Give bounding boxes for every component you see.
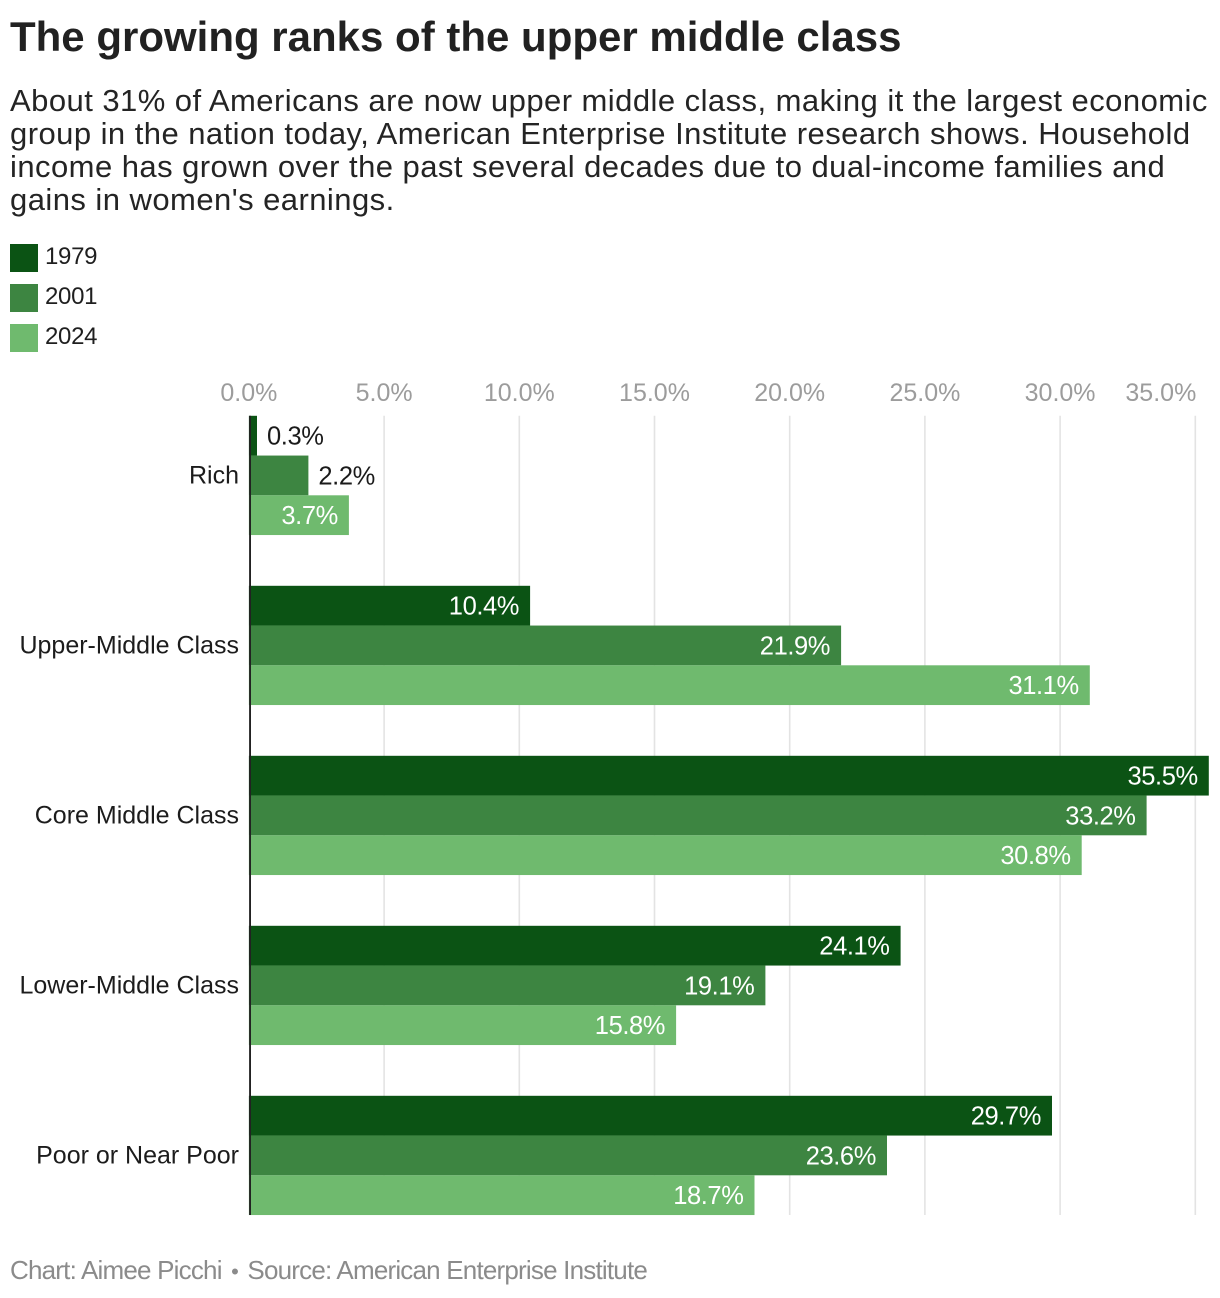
svg-text:24.1%: 24.1% [819, 933, 889, 961]
svg-text:Upper-Middle Class: Upper-Middle Class [19, 632, 239, 660]
svg-text:15.0%: 15.0% [619, 379, 690, 407]
svg-text:23.6%: 23.6% [806, 1142, 876, 1170]
svg-text:25.0%: 25.0% [889, 379, 960, 407]
svg-text:Core Middle Class: Core Middle Class [35, 802, 239, 830]
svg-text:3.7%: 3.7% [281, 502, 338, 530]
svg-text:19.1%: 19.1% [684, 972, 754, 1000]
svg-text:10.4%: 10.4% [449, 593, 519, 621]
svg-text:Rich: Rich [189, 462, 239, 490]
svg-text:15.8%: 15.8% [595, 1012, 665, 1040]
svg-text:Lower-Middle Class: Lower-Middle Class [19, 972, 239, 1000]
svg-text:2.2%: 2.2% [318, 462, 375, 490]
svg-text:10.0%: 10.0% [484, 379, 555, 407]
svg-text:21.9%: 21.9% [760, 632, 830, 660]
svg-text:0.0%: 0.0% [220, 379, 277, 407]
svg-text:35.5%: 35.5% [1127, 763, 1197, 791]
svg-text:33.2%: 33.2% [1065, 802, 1135, 830]
svg-text:0.3%: 0.3% [267, 423, 324, 451]
svg-text:31.1%: 31.1% [1008, 672, 1078, 700]
svg-text:Poor or Near Poor: Poor or Near Poor [36, 1142, 239, 1170]
svg-text:20.0%: 20.0% [754, 379, 825, 407]
svg-text:35.0%: 35.0% [1125, 379, 1196, 407]
svg-text:30.0%: 30.0% [1025, 379, 1096, 407]
svg-text:29.7%: 29.7% [971, 1103, 1041, 1131]
svg-text:18.7%: 18.7% [673, 1182, 743, 1210]
svg-text:30.8%: 30.8% [1000, 842, 1070, 870]
svg-text:5.0%: 5.0% [356, 379, 413, 407]
